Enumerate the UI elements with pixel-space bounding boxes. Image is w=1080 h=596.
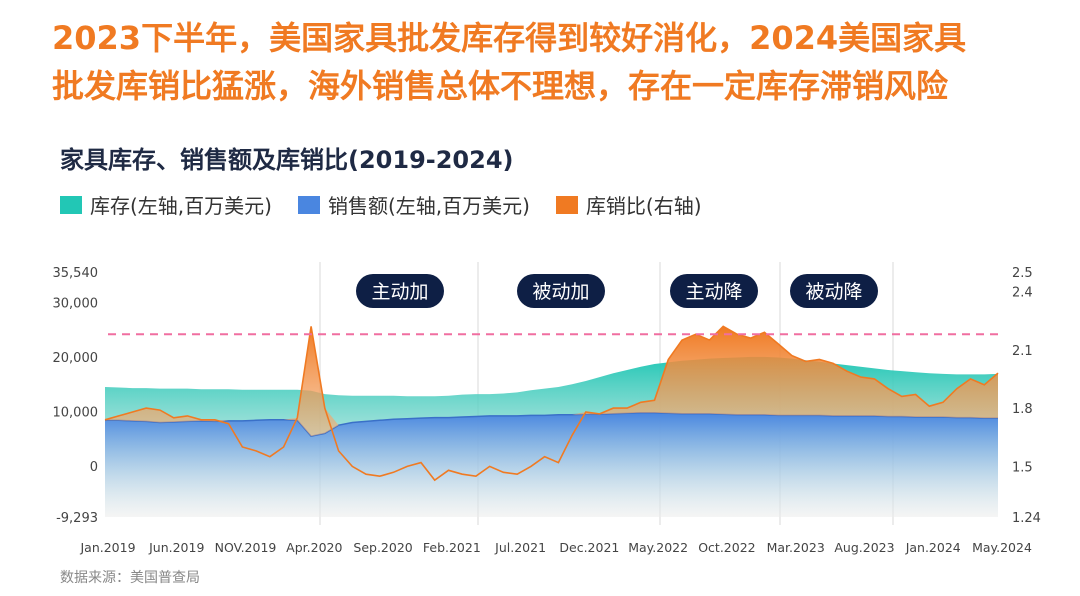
phase-badge: 被动加 <box>517 274 605 308</box>
legend-swatch-ratio <box>555 195 578 214</box>
series-area-ratio <box>105 326 998 437</box>
phase-layer: 主动加 被动加 主动降 被动降 <box>356 274 878 308</box>
y-right-tick-label: 2.4 <box>1012 285 1033 300</box>
phase-badge-bg <box>356 274 444 308</box>
phase-badge: 被动降 <box>790 274 878 308</box>
headline: 2023下半年，美国家具批发库存得到较好消化，2024美国家具 批发库销比猛涨，… <box>52 14 1052 110</box>
y-right-tick-label: 2.1 <box>1012 344 1033 359</box>
phase-badge-bg <box>670 274 758 308</box>
y-left-tick-label: 20,000 <box>53 351 99 366</box>
x-tick-label: Oct.2022 <box>698 540 755 555</box>
phase-label: 被动加 <box>532 281 589 303</box>
x-tick-label: Dec.2021 <box>559 540 619 555</box>
phase-label: 主动加 <box>371 281 428 303</box>
x-tick-label: Feb.2021 <box>423 540 481 555</box>
chart-legend: 库存(左轴,百万美元) 销售额(左轴,百万美元) 库销比(右轴) <box>60 190 702 219</box>
x-tick-label: Jun.2019 <box>148 540 204 555</box>
y-left-tick-label: -9,293 <box>56 511 98 526</box>
x-tick-label: Apr.2020 <box>286 540 342 555</box>
legend-label-ratio: 库销比(右轴) <box>585 194 702 218</box>
legend-label-inventory: 库存(左轴,百万美元) <box>90 194 272 218</box>
phase-badge: 主动降 <box>670 274 758 308</box>
x-tick-label: May.2024 <box>972 540 1032 555</box>
legend-swatch-inventory <box>60 195 82 214</box>
y-left-tick-label: 10,000 <box>53 406 99 421</box>
axis-layer: 35,540 30,000 20,000 10,000 0 -9,293 2.5 2.4 2.1… <box>53 266 1041 555</box>
x-tick-label: NOV.2019 <box>215 540 277 555</box>
y-left-tick-label: 0 <box>90 460 98 475</box>
x-tick-label: Jan.2024 <box>905 540 961 555</box>
series-line-ratio <box>104 325 999 482</box>
phase-badge-bg <box>790 274 878 308</box>
headline-line-1: 2023下半年，美国家具批发库存得到较好消化，2024美国家具 <box>52 19 967 57</box>
y-right-tick-label: 1.8 <box>1012 402 1033 417</box>
headline-line-2: 批发库销比猛涨，海外销售总体不理想，存在一定库存滞销风险 <box>52 67 949 105</box>
x-tick-label: Sep.2020 <box>353 540 412 555</box>
inventory-sales-chart: 35,540 30,000 20,000 10,000 0 -9,293 2.5 2.4 2.1… <box>53 262 1041 555</box>
y-right-tick-label: 1.5 <box>1012 460 1033 475</box>
x-tick-label: Jan.2019 <box>79 540 135 555</box>
x-tick-label: Mar.2023 <box>767 540 825 555</box>
x-tick-label: Jul.2021 <box>494 540 546 555</box>
legend-item-inventory[interactable]: 库存(左轴,百万美元) <box>60 190 272 219</box>
y-left-tick-label: 35,540 <box>53 266 99 281</box>
area-layer <box>104 325 999 517</box>
data-source: 数据来源：美国普查局 <box>60 570 200 586</box>
legend-item-sales[interactable]: 销售额(左轴,百万美元) <box>297 190 530 219</box>
y-right-tick-label: 2.5 <box>1012 266 1033 281</box>
chart-subtitle: 家具库存、销售额及库销比(2019-2024) <box>60 146 514 174</box>
x-tick-label: Aug.2023 <box>834 540 894 555</box>
y-right-tick-label: 1.24 <box>1012 511 1041 526</box>
legend-swatch-sales <box>297 195 320 214</box>
series-area-sales <box>105 412 998 517</box>
phase-badge: 主动加 <box>356 274 444 308</box>
legend-item-ratio[interactable]: 库销比(右轴) <box>555 190 702 219</box>
phase-label: 被动降 <box>805 281 862 303</box>
phase-label: 主动降 <box>685 281 742 303</box>
phase-badge-bg <box>517 274 605 308</box>
y-left-tick-label: 30,000 <box>53 296 99 311</box>
x-tick-label: May.2022 <box>628 540 688 555</box>
legend-label-sales: 销售额(左轴,百万美元) <box>327 194 530 218</box>
